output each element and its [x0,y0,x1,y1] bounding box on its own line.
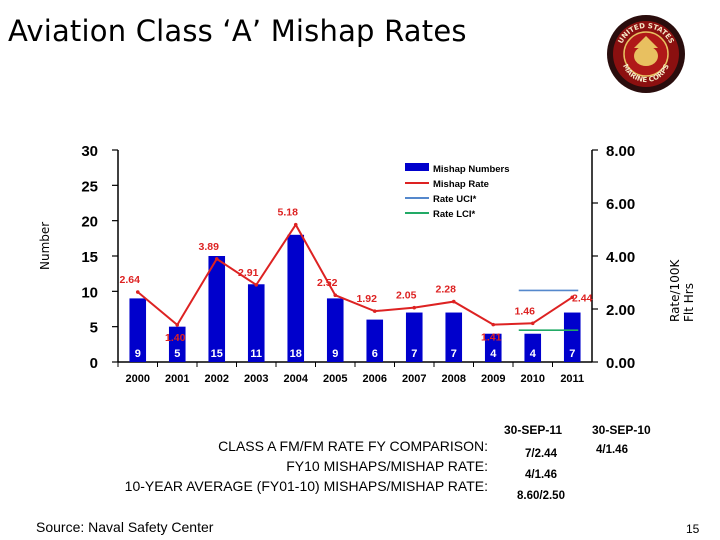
x-tick-label: 2009 [481,373,505,385]
x-tick-label: 2002 [205,373,229,385]
comparison-line-3: 10-YEAR AVERAGE (FY01-10) MISHAPS/MISHAP… [124,478,488,494]
page-number: 15 [686,522,700,536]
mishap-rate-point [214,257,219,261]
rate-value-label: 2.28 [436,284,457,296]
legend-swatch [405,163,429,171]
comparison-line-1: CLASS A FM/FM RATE FY COMPARISON: [218,438,488,454]
legend-label: Mishap Rate [433,179,489,190]
rate-value-label: 1.46 [515,305,536,317]
page-title: Aviation Class ‘A’ Mishap Rates [8,14,467,48]
bar-value-label: 6 [372,348,378,360]
mishap-rate-line [137,222,573,327]
y-right-tick-label: 8.00 [606,143,635,160]
mishap-rate-point [491,322,496,327]
mishap-bar [445,312,463,362]
mishap-rate-point [451,299,456,304]
rate-value-label: 2.64 [120,274,141,286]
y-left-tick-label: 10 [81,284,98,301]
bar-value-label: 7 [411,348,417,360]
bar-value-label: 9 [135,348,141,360]
y-axis-right-title: Rate/100K Flt Hrs [668,259,696,322]
y-right-tick-label: 4.00 [606,249,635,266]
rate-value-label: 3.89 [199,241,220,253]
rate-value-label: 1.41 [481,332,502,344]
mishap-bar [326,298,344,362]
mishap-rate-point [135,290,140,294]
mishap-bar [366,319,384,362]
source-note: Source: Naval Safety Center [36,519,214,535]
comparison-line-2: FY10 MISHAPS/MISHAP RATE: [286,458,488,474]
mishap-bar [484,333,502,362]
mishap-rate-point [570,295,575,300]
col1-values: 7/2.44 4/1.46 8.60/2.50 [510,444,572,507]
y-left-tick-label: 15 [81,249,98,266]
mishap-rate-point [530,321,535,326]
x-tick-label: 2011 [560,373,584,385]
mishap-bar [524,333,542,362]
x-tick-label: 2005 [323,373,347,385]
mishap-bar [405,312,423,362]
mishap-rate-chart: 0 5 10 15 20 25 30 0.00 2.00 4.00 6.00 8.00 9 5 15 11 18… [81,143,635,385]
legend-label: Rate LCI* [433,209,476,220]
mishap-rate-point [333,293,338,298]
rate-value-label: 2.05 [396,290,417,302]
bar-value-label: 4 [490,348,497,360]
rate-value-label: 2.52 [317,277,338,289]
rate-value-label: 2.91 [238,267,259,279]
mishap-bar [208,256,226,362]
rate-value-label: 2.44 [572,292,593,304]
y-left-tick-label: 20 [81,214,98,231]
rate-value-label: 1.40 [165,332,186,344]
col1-value-3: 8.60/2.50 [517,490,565,502]
legend-label: Mishap Numbers [433,164,510,175]
mishap-rate-point [175,323,180,327]
y-axis-left-title: Number [38,221,52,270]
mishap-rate-point [254,283,259,287]
bar-value-label: 15 [211,348,223,360]
mishap-rate-point [412,305,417,310]
marine-corps-seal-logo: UNITED STATES MARINE CORPS [607,15,685,93]
x-tick-label: 2000 [126,373,150,385]
x-tick-label: 2007 [402,373,426,385]
mishap-bar [129,298,147,362]
rate-value-label: 1.92 [357,293,378,305]
bar-value-label: 7 [451,348,457,360]
legend-label: Rate UCI* [433,194,477,205]
y-right-tick-label: 6.00 [606,196,635,213]
col2-values: 4/1.46 [596,440,628,461]
x-tick-label: 2001 [165,373,189,385]
x-tick-label: 2006 [363,373,387,385]
col1-value-2: 4/1.46 [525,469,557,481]
col1-header: 30-SEP-11 [504,423,563,437]
y-right-tick-label: 2.00 [606,302,635,319]
x-tick-label: 2010 [521,373,545,385]
col2-value-1: 4/1.46 [596,444,628,456]
x-tick-label: 2008 [442,373,466,385]
mishap-bar [563,312,581,362]
x-tick-label: 2004 [284,373,309,385]
bar-value-label: 11 [250,348,262,360]
bar-value-label: 18 [290,348,302,360]
y-left-tick-label: 25 [81,178,98,195]
bar-value-label: 9 [332,348,338,360]
col2-header: 30-SEP-10 [592,423,651,437]
x-tick-label: 2003 [244,373,268,385]
mishap-bar [168,326,186,362]
comparison-labels: CLASS A FM/FM RATE FY COMPARISON: FY10 M… [125,436,488,496]
mishap-rate-point [372,309,377,313]
bar-value-label: 7 [569,348,575,360]
rate-value-label: 5.18 [278,207,299,219]
y-right-tick-label: 0.00 [606,355,635,372]
mishap-rate-point [293,222,298,227]
y-left-tick-label: 5 [90,320,98,337]
y-left-tick-label: 0 [90,355,98,372]
mishap-bar [287,234,305,362]
mishap-bar [247,284,265,362]
y-left-tick-label: 30 [81,143,98,160]
bar-value-label: 4 [530,348,537,360]
col1-value-1: 7/2.44 [525,448,557,460]
bar-value-label: 5 [174,348,180,360]
